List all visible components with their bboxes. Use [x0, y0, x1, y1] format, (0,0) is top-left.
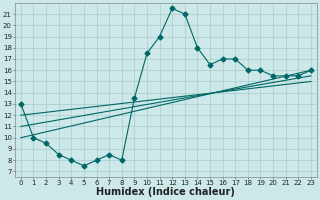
X-axis label: Humidex (Indice chaleur): Humidex (Indice chaleur)	[96, 187, 235, 197]
